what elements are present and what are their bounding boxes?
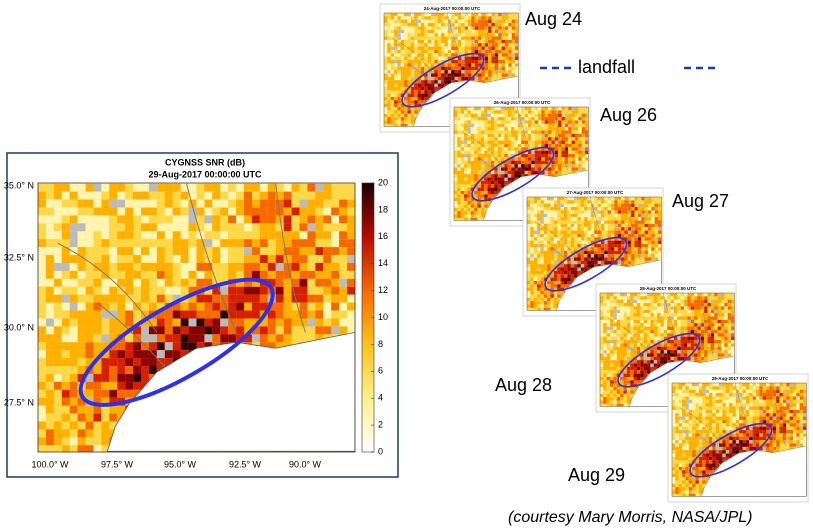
colorbar-tick-label: 14 — [378, 258, 388, 268]
date-label: Aug 28 — [495, 375, 552, 395]
thumbnail-title: 26-Aug-2017 00:00:00 UTC — [494, 100, 551, 105]
thumbnail-title: 28-Aug-2017 00:00:00 UTC — [640, 286, 697, 291]
credit: (courtesy Mary Morris, NASA/JPL) — [508, 509, 752, 526]
map-title: CYGNSS SNR (dB) — [165, 157, 245, 167]
colorbar-tick-label: 6 — [378, 366, 383, 376]
lon-label: 97.5° W — [101, 459, 134, 469]
thumbnail-map-border — [671, 382, 807, 497]
colorbar-tick-label: 0 — [378, 446, 383, 456]
lat-label: 32.5° N — [4, 252, 34, 262]
thumbnail-map-border — [599, 292, 735, 407]
thumbnail-map — [672, 383, 807, 497]
date-label: Aug 26 — [600, 105, 657, 125]
thumbnail-map-border — [526, 196, 662, 311]
colorbar-tick-label: 20 — [378, 177, 388, 187]
colorbar-tick-label: 8 — [378, 339, 383, 349]
colorbar-tick-label: 4 — [378, 393, 383, 403]
lon-label: 95.0° W — [164, 459, 197, 469]
legend-label: landfall — [578, 57, 635, 77]
lat-label: 30.0° N — [4, 322, 34, 332]
thumbnail: 29-Aug-2017 00:00:00 UTC — [667, 373, 809, 503]
lat-label: 27.5° N — [4, 397, 34, 407]
date-label: Aug 29 — [568, 465, 625, 485]
colorbar-tick-label: 2 — [378, 419, 383, 429]
thumbnail-title: 24-Aug-2017 00:00:00 UTC — [424, 6, 481, 11]
lon-label: 90.0° W — [289, 459, 322, 469]
lat-label: 35.0° N — [4, 180, 34, 190]
colorbar-tick-label: 10 — [378, 312, 388, 322]
date-label: Aug 27 — [672, 191, 729, 211]
colorbar-tick-label: 18 — [378, 204, 388, 214]
date-label: Aug 24 — [525, 9, 582, 29]
thumbnail-title: 27-Aug-2017 00:00:00 UTC — [567, 190, 624, 195]
colorbar-tick-label: 16 — [378, 231, 388, 241]
lon-label: 92.5° W — [229, 459, 262, 469]
main-map — [38, 183, 355, 452]
map-subtitle: 29-Aug-2017 00:00:00 UTC — [148, 169, 262, 179]
thumbnail-title: 29-Aug-2017 00:00:00 UTC — [712, 376, 769, 381]
colorbar-tick-label: 12 — [378, 285, 388, 295]
lon-label: 100.0° W — [31, 459, 69, 469]
thumbnail-map-border — [453, 106, 589, 221]
